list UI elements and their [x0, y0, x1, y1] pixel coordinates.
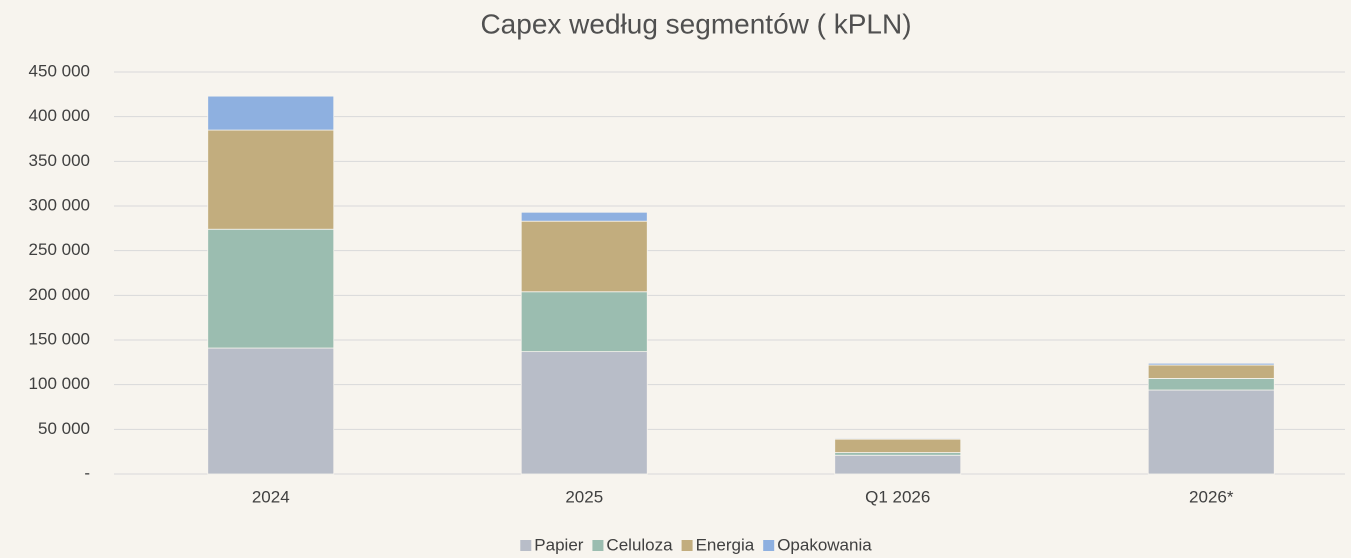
bar-segment: [520, 351, 648, 475]
bar-segment: [1147, 364, 1275, 379]
bar-segment: [207, 95, 335, 131]
x-tick-label: 2025: [565, 487, 603, 506]
x-tick-label: 2024: [252, 487, 290, 506]
legend-label: Papier: [534, 535, 583, 554]
bar-segment: [834, 454, 962, 475]
y-tick-label: 450 000: [29, 61, 90, 80]
y-tick-label: -: [84, 463, 90, 482]
y-tick-label: 200 000: [29, 285, 90, 304]
bar-segment: [207, 129, 335, 230]
bar-segment: [520, 220, 648, 293]
y-tick-label: 400 000: [29, 106, 90, 125]
x-tick-label: Q1 2026: [865, 487, 930, 506]
bar-segment: [1147, 362, 1275, 366]
legend: Papier Celuloza Energia Opakowania: [520, 535, 872, 554]
bar-segment: [834, 438, 962, 453]
legend-swatch: [681, 540, 693, 551]
bar-segment: [207, 228, 335, 349]
legend-label: Celuloza: [606, 535, 673, 554]
bar-segment: [1147, 378, 1275, 391]
y-tick-label: 150 000: [29, 329, 90, 348]
bar-segment: [207, 347, 335, 475]
legend-label: Energia: [696, 535, 755, 554]
x-tick-label: 2026*: [1189, 487, 1234, 506]
legend-label: Opakowania: [777, 535, 872, 554]
bar-segment: [834, 437, 962, 440]
y-tick-label: 100 000: [29, 374, 90, 393]
legend-swatch: [763, 540, 775, 551]
y-tick-label: 250 000: [29, 240, 90, 259]
bar-segment: [834, 452, 962, 456]
y-tick-label: 300 000: [29, 195, 90, 214]
bar-segment: [520, 291, 648, 353]
y-tick-label: 350 000: [29, 151, 90, 170]
bar-segment: [520, 211, 648, 222]
chart-title: Capex według segmentów ( kPLN): [480, 8, 911, 39]
y-tick-label: 50 000: [38, 419, 90, 438]
legend-swatch: [592, 540, 604, 551]
bar-segment: [1147, 389, 1275, 475]
legend-swatch: [520, 540, 532, 551]
